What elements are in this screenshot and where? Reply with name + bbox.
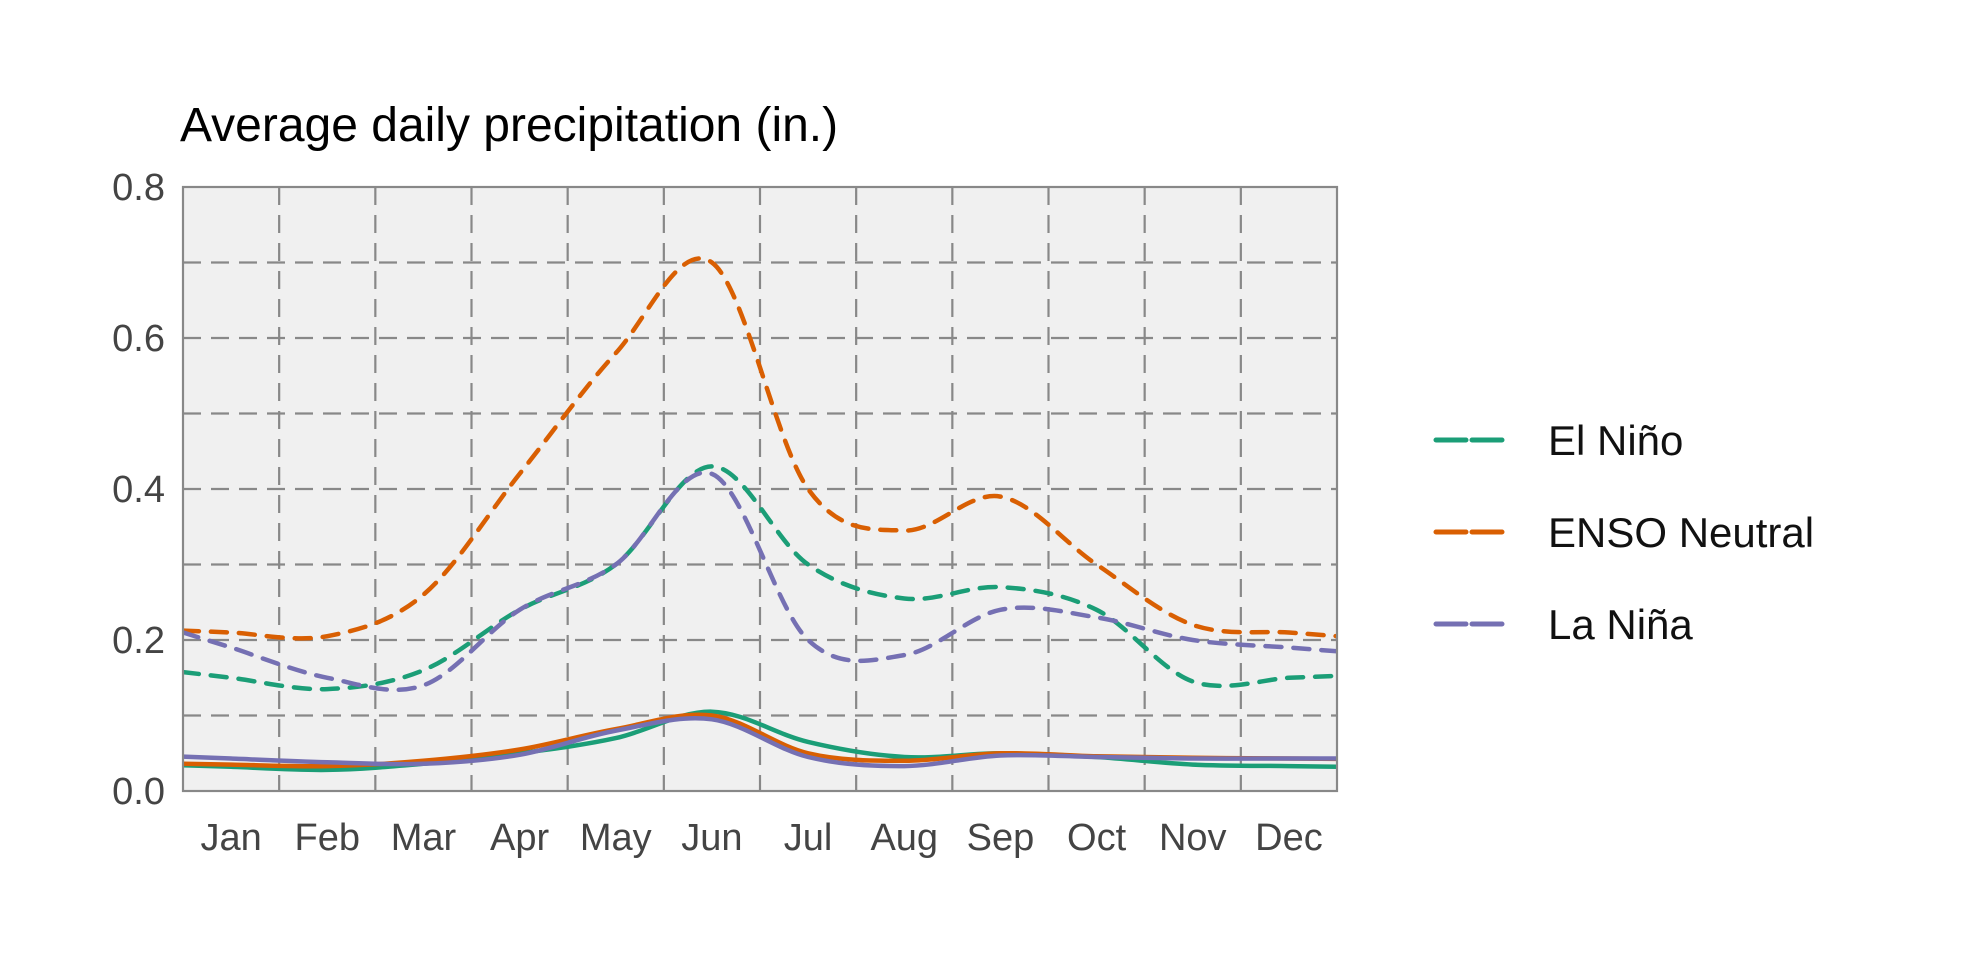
x-tick-label: Sep xyxy=(967,817,1035,859)
x-tick-label: Jan xyxy=(200,817,261,859)
x-tick-label: May xyxy=(580,817,652,859)
plot-border xyxy=(181,185,1339,793)
series-line-el-nino-solid xyxy=(183,709,1337,773)
series-line-la-nina-solid xyxy=(183,715,1337,769)
y-tick-label: 0.6 xyxy=(112,318,165,360)
x-tick-label: Aug xyxy=(870,817,938,859)
x-tick-label: Mar xyxy=(391,817,457,859)
series-line-enso-neutral-dashed xyxy=(183,256,1337,641)
series-line-el-nino-dashed xyxy=(183,464,1337,692)
x-tick-label: Jul xyxy=(784,817,833,859)
x-tick-label: Feb xyxy=(295,817,360,859)
y-tick-label: 0.2 xyxy=(112,620,165,662)
legend-label-la-nina: La Niña xyxy=(1548,601,1693,648)
series-lines xyxy=(183,256,1337,773)
y-tick-label: 0.4 xyxy=(112,469,165,511)
series-line-la-nina-dashed xyxy=(183,470,1337,693)
y-tick-label: 0.8 xyxy=(112,167,165,209)
x-tick-label: Jun xyxy=(681,817,742,859)
legend-label-enso-neutral: ENSO Neutral xyxy=(1548,509,1814,556)
x-tick-label: Oct xyxy=(1067,817,1127,859)
legend: El Niño ENSO Neutral La Niña xyxy=(1433,417,1814,648)
legend-label-el-nino: El Niño xyxy=(1548,417,1683,464)
x-tick-label: Apr xyxy=(490,817,549,859)
chart-title: Average daily precipitation (in.) xyxy=(180,99,839,152)
y-tick-label: 0.0 xyxy=(112,771,165,813)
grid xyxy=(183,187,1337,791)
x-tick-label: Dec xyxy=(1255,817,1323,859)
x-tick-label: Nov xyxy=(1159,817,1227,859)
